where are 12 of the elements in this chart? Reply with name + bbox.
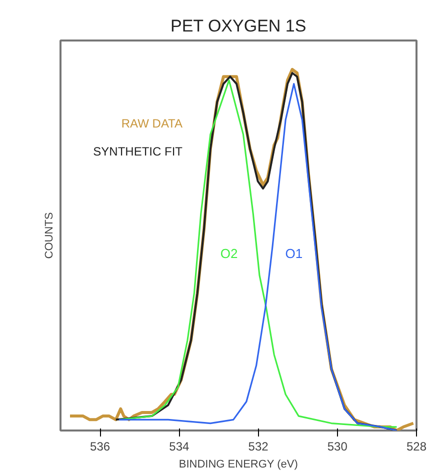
x-tick-label: 536 <box>90 440 110 454</box>
x-tick-label: 534 <box>169 440 190 454</box>
x-axis-title: BINDING ENERGY (eV) <box>178 458 298 470</box>
chart-title: PET OXYGEN 1S <box>170 16 306 36</box>
y-axis-title: COUNTS <box>44 212 56 259</box>
x-tick-label: 532 <box>248 440 269 454</box>
x-tick-label: 528 <box>406 440 427 454</box>
text: RAW DATA <box>121 116 182 130</box>
x-tick-label: 530 <box>327 440 348 454</box>
series-label: O1 <box>285 246 303 261</box>
text: SYNTHETIC FIT <box>93 144 184 158</box>
series-label: O2 <box>220 246 238 261</box>
